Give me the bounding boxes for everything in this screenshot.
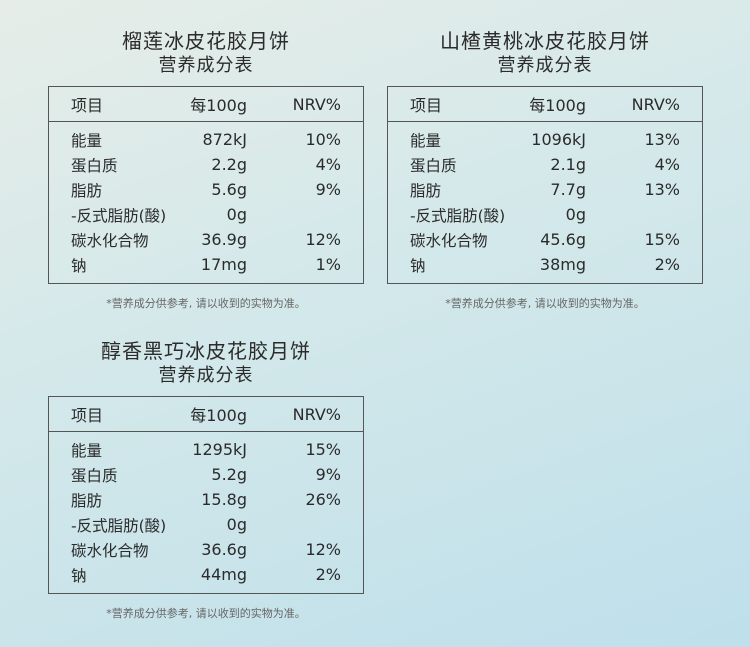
table-subtitle: 营养成分表 <box>158 55 254 76</box>
row-name: 脂肪 <box>410 181 442 200</box>
row-name: 钠 <box>410 256 426 275</box>
row-value: 36.6g <box>201 540 247 559</box>
nutrition-panel-hawthorn-peach: 山楂黄桃冰皮花胶月饼 营养成分表 项目 每100g NRV% 能量 1096kJ 1… <box>387 28 703 311</box>
product-title: 榴莲冰皮花胶月饼 <box>122 29 290 53</box>
row-value: 45.6g <box>540 230 586 249</box>
row-value: 17mg <box>200 255 247 274</box>
table-header: 项目 每100g NRV% <box>49 87 363 122</box>
nutrition-panel-durian: 榴莲冰皮花胶月饼 营养成分表 项目 每100g NRV% 能量 872kJ 10% … <box>48 28 364 311</box>
table-subtitle: 营养成分表 <box>497 55 593 76</box>
table-row: 碳水化合物 36.9g 12% <box>49 227 363 252</box>
row-value: 1295kJ <box>192 440 247 459</box>
row-value: 0g <box>565 205 586 224</box>
row-nrv: 15% <box>644 230 680 249</box>
row-name: 钠 <box>71 256 87 275</box>
product-title: 山楂黄桃冰皮花胶月饼 <box>440 29 650 53</box>
row-name: -反式脂肪(酸) <box>71 516 167 535</box>
row-nrv: 12% <box>305 540 341 559</box>
row-value: 1096kJ <box>531 130 586 149</box>
row-nrv: 13% <box>644 180 680 199</box>
row-value: 44mg <box>200 565 247 584</box>
row-name: 钠 <box>71 566 87 585</box>
row-nrv: 26% <box>305 490 341 509</box>
row-name: 蛋白质 <box>71 156 118 175</box>
header-item: 项目 <box>71 96 104 115</box>
row-value: 5.2g <box>211 465 247 484</box>
table-row: 钠 44mg 2% <box>49 562 363 587</box>
row-value: 0g <box>226 205 247 224</box>
row-nrv: 4% <box>654 155 680 174</box>
row-name: 脂肪 <box>71 491 103 510</box>
row-value: 872kJ <box>202 130 247 149</box>
table-row: 蛋白质 5.2g 9% <box>49 462 363 487</box>
row-nrv: 2% <box>654 255 680 274</box>
row-name: 碳水化合物 <box>410 231 488 250</box>
row-value: 36.9g <box>201 230 247 249</box>
header-item: 项目 <box>410 96 443 115</box>
row-nrv: 10% <box>305 130 341 149</box>
table-row: 能量 1295kJ 15% <box>49 437 363 462</box>
nutrition-table: 项目 每100g NRV% 能量 1295kJ 15% 蛋白质 5.2g 9% 脂肪 15… <box>48 396 364 594</box>
table-row: -反式脂肪(酸) 0g <box>388 202 702 227</box>
row-value: 5.6g <box>211 180 247 199</box>
table-row: 脂肪 15.8g 26% <box>49 487 363 512</box>
row-value: 38mg <box>539 255 586 274</box>
table-row: 脂肪 7.7g 13% <box>388 177 702 202</box>
nutrition-table: 项目 每100g NRV% 能量 1096kJ 13% 蛋白质 2.1g 4% 脂肪 7.… <box>387 86 703 284</box>
table-header: 项目 每100g NRV% <box>49 397 363 432</box>
disclaimer-note: *营养成分供参考, 请以收到的实物为准。 <box>106 607 306 620</box>
row-name: 蛋白质 <box>71 466 118 485</box>
header-per100g: 每100g <box>190 96 247 115</box>
header-nrv: NRV% <box>292 404 341 424</box>
table-subtitle: 营养成分表 <box>158 365 254 386</box>
product-title: 醇香黑巧冰皮花胶月饼 <box>101 339 311 363</box>
row-name: 脂肪 <box>71 181 103 200</box>
row-name: -反式脂肪(酸) <box>410 206 506 225</box>
row-nrv: 15% <box>305 440 341 459</box>
row-nrv: 1% <box>315 255 341 274</box>
table-header: 项目 每100g NRV% <box>388 87 702 122</box>
table-row: 蛋白质 2.1g 4% <box>388 152 702 177</box>
row-name: 能量 <box>71 441 103 460</box>
table-row: 碳水化合物 45.6g 15% <box>388 227 702 252</box>
table-row: 能量 872kJ 10% <box>49 127 363 152</box>
nutrition-panel-dark-chocolate: 醇香黑巧冰皮花胶月饼 营养成分表 项目 每100g NRV% 能量 1295kJ 1… <box>48 338 364 621</box>
disclaimer-note: *营养成分供参考, 请以收到的实物为准。 <box>445 297 645 310</box>
table-row: 钠 17mg 1% <box>49 252 363 277</box>
row-value: 2.2g <box>211 155 247 174</box>
table-row: 蛋白质 2.2g 4% <box>49 152 363 177</box>
row-value: 2.1g <box>550 155 586 174</box>
row-name: 能量 <box>71 131 103 150</box>
table-row: 脂肪 5.6g 9% <box>49 177 363 202</box>
row-nrv: 2% <box>315 565 341 584</box>
header-nrv: NRV% <box>292 94 341 114</box>
row-nrv: 9% <box>315 465 341 484</box>
row-value: 15.8g <box>201 490 247 509</box>
row-name: 碳水化合物 <box>71 231 149 250</box>
table-row: 钠 38mg 2% <box>388 252 702 277</box>
row-nrv: 9% <box>315 180 341 199</box>
header-per100g: 每100g <box>529 96 586 115</box>
table-row: 碳水化合物 36.6g 12% <box>49 537 363 562</box>
disclaimer-note: *营养成分供参考, 请以收到的实物为准。 <box>106 297 306 310</box>
row-value: 7.7g <box>550 180 586 199</box>
nutrition-table: 项目 每100g NRV% 能量 872kJ 10% 蛋白质 2.2g 4% 脂肪 5.6… <box>48 86 364 284</box>
row-nrv: 4% <box>315 155 341 174</box>
table-row: -反式脂肪(酸) 0g <box>49 202 363 227</box>
row-name: 碳水化合物 <box>71 541 149 560</box>
row-name: 蛋白质 <box>410 156 457 175</box>
table-row: 能量 1096kJ 13% <box>388 127 702 152</box>
header-per100g: 每100g <box>190 406 247 425</box>
row-nrv: 13% <box>644 130 680 149</box>
header-nrv: NRV% <box>631 94 680 114</box>
row-value: 0g <box>226 515 247 534</box>
header-item: 项目 <box>71 406 104 425</box>
row-name: 能量 <box>410 131 442 150</box>
row-name: -反式脂肪(酸) <box>71 206 167 225</box>
row-nrv: 12% <box>305 230 341 249</box>
table-row: -反式脂肪(酸) 0g <box>49 512 363 537</box>
